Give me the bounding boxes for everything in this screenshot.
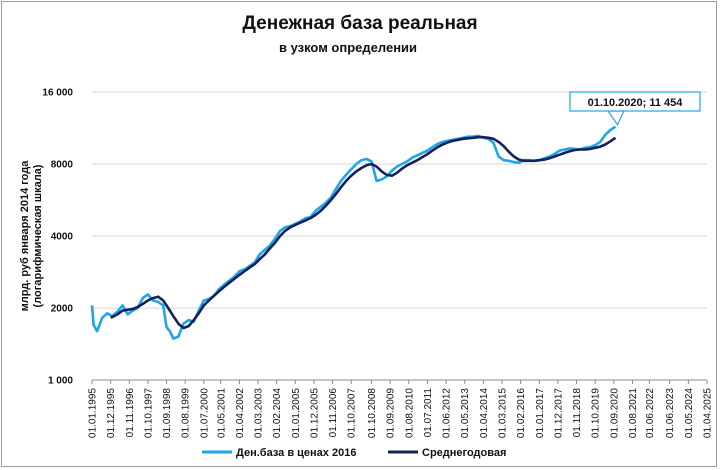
x-tick-label: 01.02.2016 (516, 388, 527, 438)
y-tick-label: 8000 (51, 160, 74, 171)
x-tick-label: 01.03.2015 (498, 388, 509, 438)
x-tick-label: 01.12.2017 (553, 388, 564, 438)
x-tick-label: 01.11.2018 (572, 388, 583, 438)
x-tick-label: 01.05.2024 (684, 388, 695, 438)
x-tick-label: 01.02.2004 (272, 388, 283, 438)
gridlines (92, 91, 707, 381)
x-tick-label: 01.01.1995 (88, 388, 99, 438)
legend: Ден.база в ценах 2016 Среднегодовая (202, 447, 506, 459)
x-tick-label: 01.10.2007 (347, 388, 358, 438)
series-line-1 (90, 125, 617, 340)
x-tick-label: 01.03.2003 (254, 388, 265, 438)
value-callout: 01.10.2020; 11 454 (569, 91, 701, 126)
y-axis-label-line2: (логарифмическая шкала) (32, 164, 44, 307)
x-tick-label: 01.04.2002 (235, 388, 246, 438)
x-tick-label: 01.10.2008 (367, 388, 378, 438)
x-tick-label: 01.07.2000 (199, 388, 210, 438)
x-tick-label: 01.11.1996 (125, 388, 136, 438)
legend-label-series-2: Среднегодовая (422, 447, 506, 459)
x-tick-label: 01.04.2014 (479, 388, 490, 438)
series-group (90, 125, 617, 340)
x-tick-label: 01.06.2012 (442, 388, 453, 438)
y-tick-labels: 1 000 2000 4000 8000 16 000 (42, 88, 73, 387)
x-tick-label: 01.06.2023 (665, 388, 676, 438)
chart-title: Денежная база реальная (242, 13, 477, 34)
x-tick-label: 01.09.2009 (386, 388, 397, 438)
x-tick-label: 01.07.2011 (423, 388, 434, 438)
y-tick-label: 2000 (51, 304, 74, 315)
series-line-2 (110, 135, 617, 330)
y-tick-label: 4000 (51, 232, 74, 243)
x-tick-label: 01.06.2022 (645, 388, 656, 438)
x-tick-label: 01.04.2025 (703, 388, 714, 438)
x-tick-label: 01.05.2013 (460, 388, 471, 438)
x-tick-labels: 01.01.1995 01.12.1995 01.11.1996 01.10.1997… (88, 380, 714, 438)
x-tick-label: 01.01.2017 (535, 388, 546, 438)
x-tick-label: 01.08.2021 (628, 388, 639, 438)
x-tick-label: 01.10.2019 (591, 388, 602, 438)
x-tick-label: 01.01.2005 (291, 388, 302, 438)
x-tick-label: 01.10.1997 (143, 388, 154, 438)
legend-label-series-1: Ден.база в ценах 2016 (236, 447, 356, 459)
x-tick-label: 01.08.1999 (181, 388, 192, 438)
x-tick-label: 01.09.1998 (162, 388, 173, 438)
callout-leader (606, 110, 625, 126)
x-tick-label: 01.05.2001 (216, 388, 227, 438)
x-tick-label: 01.08.2010 (404, 388, 415, 438)
chart-subtitle: в узком определении (279, 40, 417, 55)
callout-box (569, 91, 701, 112)
y-axis-label-line1: млрд. руб января 2014 года (19, 160, 31, 312)
y-tick-label: 16 000 (42, 88, 73, 99)
y-tick-label: 1 000 (48, 376, 73, 387)
x-tick-label: 01.12.2005 (309, 388, 320, 438)
x-tick-label: 01.12.1995 (106, 388, 117, 438)
x-tick-label: 01.09.2020 (609, 388, 620, 438)
callout-text: 01.10.2020; 11 454 (588, 97, 684, 109)
x-tick-label: 01.11.2006 (328, 388, 339, 438)
